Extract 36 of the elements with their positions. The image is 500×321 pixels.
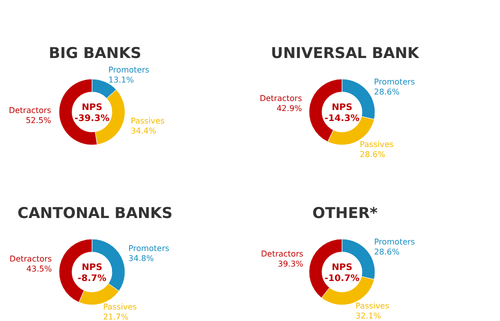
slice-label: Passives <box>103 302 137 312</box>
data-label: 28.6% <box>374 87 400 96</box>
text: -8.7% <box>78 274 106 284</box>
slice-label: Detractors <box>8 106 52 116</box>
text: -10.7% <box>324 274 360 284</box>
data-label: 21.7% <box>103 312 129 321</box>
slice-label: Passives <box>356 302 390 311</box>
chart-title: OTHER* <box>312 204 378 222</box>
data-label: 43.5% <box>26 264 52 274</box>
data-label: 28.6% <box>360 150 386 159</box>
slice-label: Promoters <box>108 65 150 74</box>
slice-label: Passives <box>360 140 394 149</box>
data-label: 52.5% <box>26 116 52 126</box>
data-label: 34.4% <box>130 126 157 136</box>
data-label: 13.1% <box>108 75 134 84</box>
text: -14.3% <box>324 114 360 124</box>
text: -39.3% <box>74 114 110 124</box>
text: NPS <box>332 103 352 113</box>
slice-label: Detractors <box>260 94 302 103</box>
slice-label: Detractors <box>10 254 52 264</box>
chart-title: CANTONAL BANKS <box>17 204 173 222</box>
text: NPS <box>82 263 102 273</box>
text: NPS <box>82 103 102 113</box>
chart-title: BIG BANKS <box>48 44 142 62</box>
text: NPS <box>332 263 352 273</box>
data-label: 39.3% <box>278 259 304 268</box>
slice-label: Promoters <box>374 77 415 86</box>
data-label: 32.1% <box>356 312 382 321</box>
data-label: 28.6% <box>374 247 400 256</box>
data-label: 42.9% <box>276 104 302 113</box>
data-label: 34.8% <box>128 254 154 264</box>
slice-label: Passives <box>130 116 164 126</box>
slice-label: Promoters <box>374 237 415 246</box>
slice-label: Detractors <box>261 249 304 258</box>
chart-title: UNIVERSAL BANK <box>270 44 420 62</box>
slice-label: Promoters <box>128 244 170 254</box>
